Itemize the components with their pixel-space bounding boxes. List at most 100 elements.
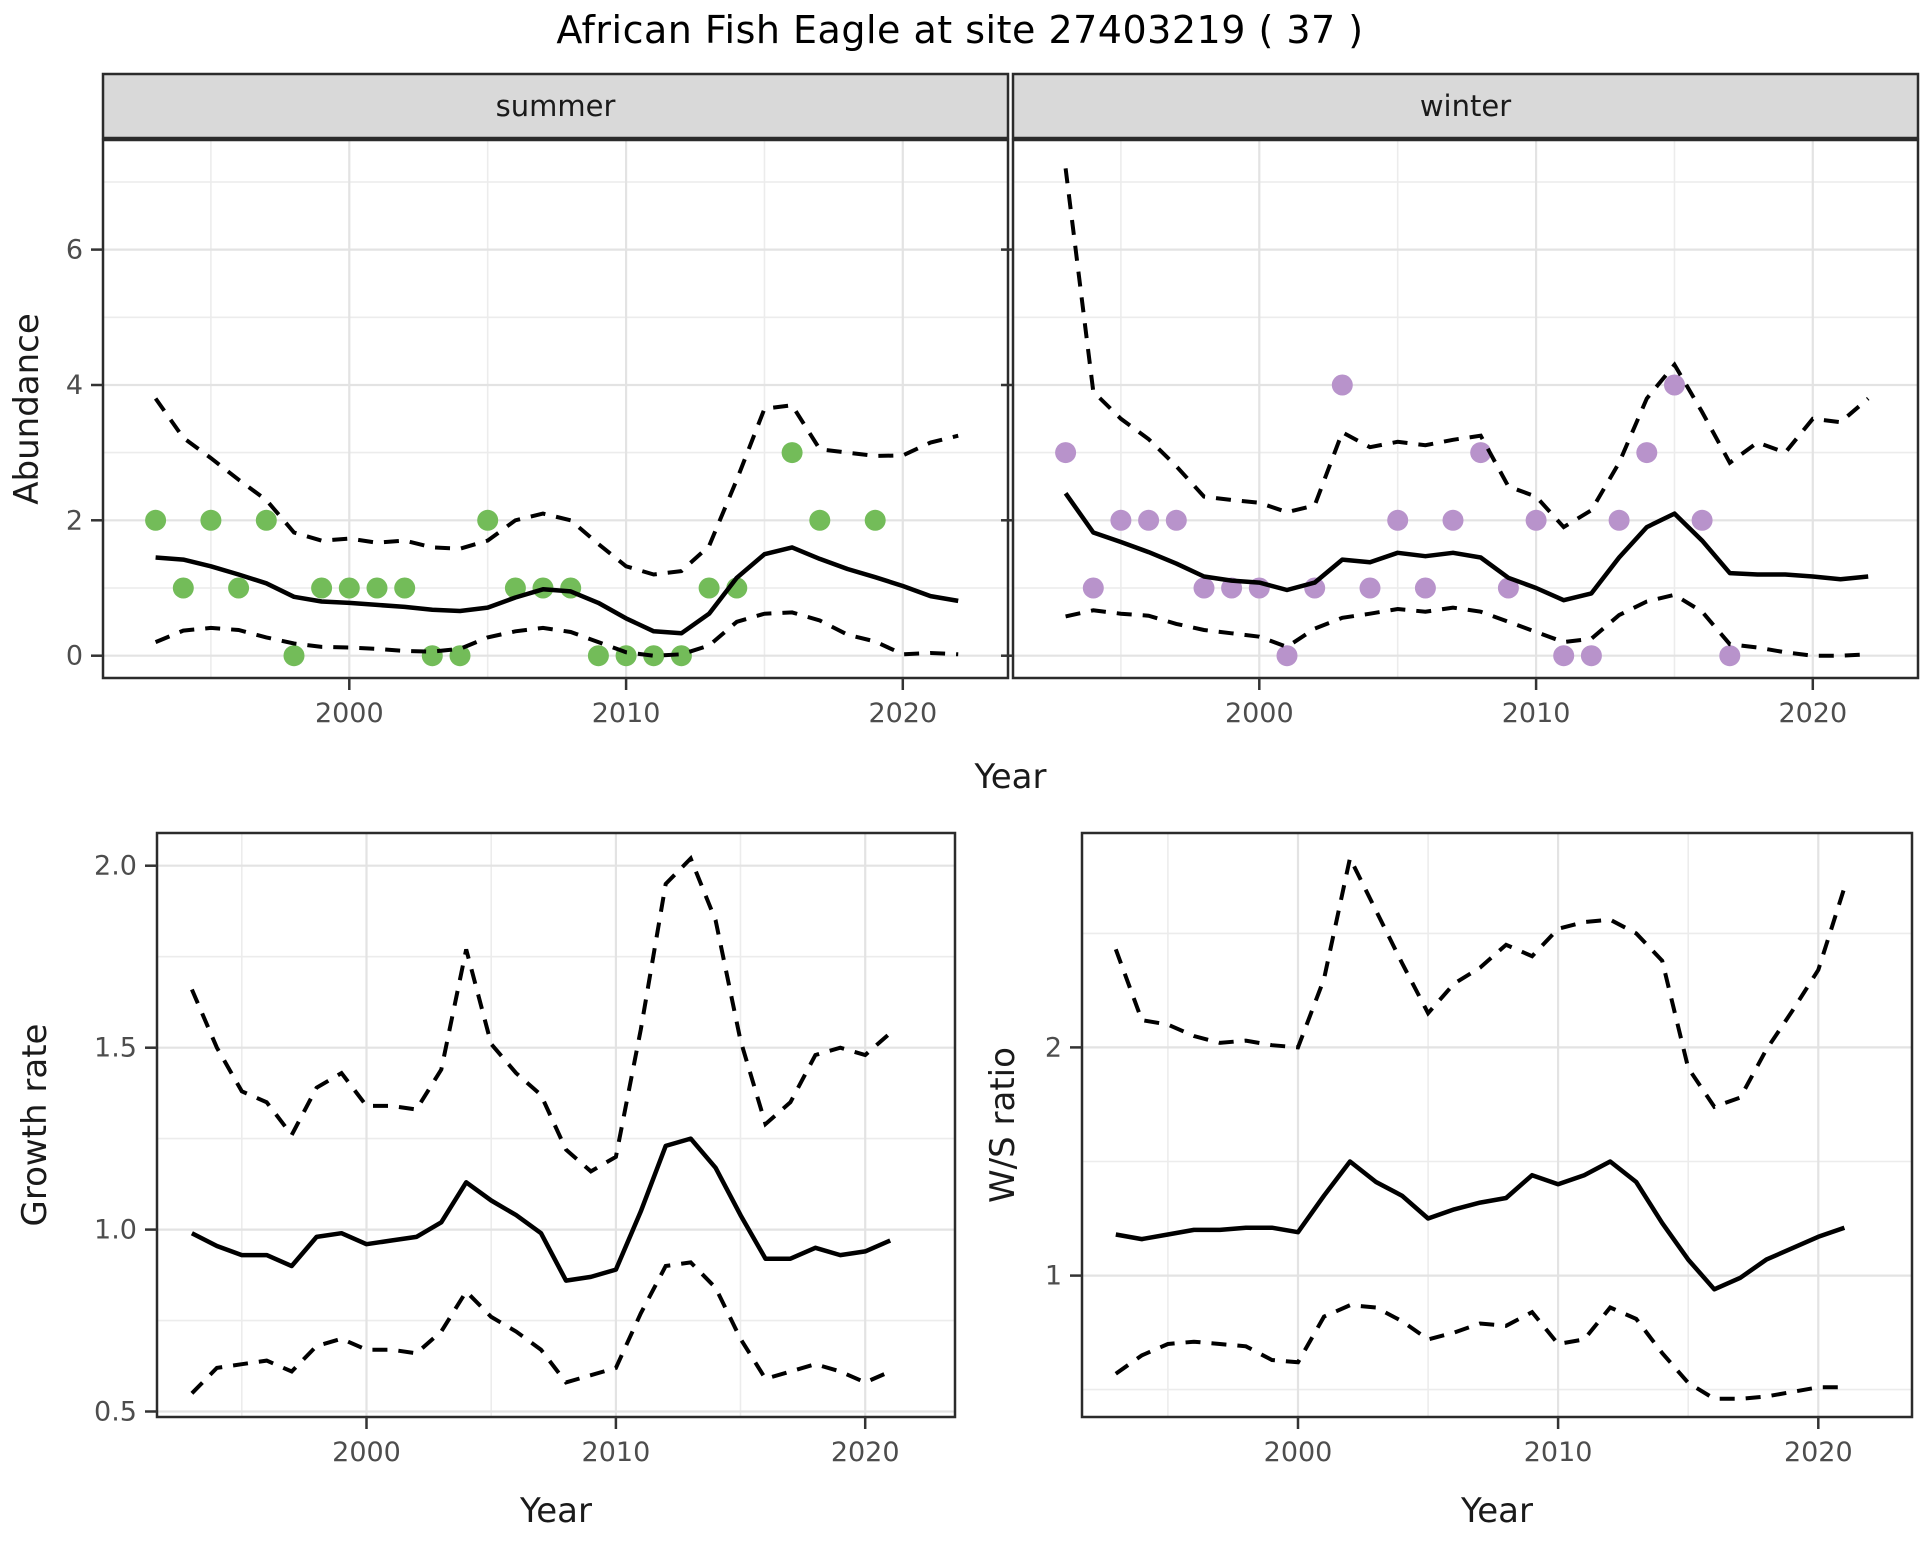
- ci-lower-line: [1114, 1303, 1845, 1401]
- data-point: [1442, 509, 1464, 531]
- x-tick-label: 2010: [1502, 698, 1571, 729]
- x-tick-label: 2020: [1778, 698, 1847, 729]
- data-point: [1110, 509, 1132, 531]
- y-tick-label: 6: [66, 235, 83, 266]
- data-point: [1691, 509, 1713, 531]
- x-tick-label: 2010: [582, 1437, 651, 1468]
- data-point: [421, 645, 443, 667]
- data-point: [1193, 577, 1215, 599]
- facet-strip-label: summer: [496, 89, 616, 123]
- panel-background: [1082, 833, 1912, 1417]
- y-tick-label: 2: [1045, 1032, 1062, 1063]
- top-y-axis-title: Abundance: [7, 313, 47, 505]
- ci-upper-line: [1113, 852, 1847, 1110]
- gridlines: [157, 833, 955, 1417]
- panel-background: [1013, 140, 1918, 678]
- data-point: [1497, 577, 1519, 599]
- panel-border: [1080, 831, 1914, 1419]
- trend-line: [155, 545, 959, 636]
- gridlines: [1082, 833, 1912, 1417]
- y-tick-label: 1.0: [94, 1215, 137, 1246]
- data-point: [1719, 645, 1741, 667]
- x-tick-label: 2020: [831, 1437, 900, 1468]
- data-point: [587, 645, 609, 667]
- data-point: [781, 442, 803, 464]
- data-point: [200, 509, 222, 531]
- x-tick-label: 2020: [868, 698, 937, 729]
- ci-lower-line: [190, 1260, 891, 1395]
- trend-line: [1063, 492, 1869, 603]
- y-tick-label: 0: [66, 641, 83, 672]
- data-point: [1082, 577, 1104, 599]
- data-point: [698, 577, 720, 599]
- data-point: [366, 577, 388, 599]
- data-point: [1331, 374, 1353, 396]
- ci-lower-line: [154, 610, 959, 658]
- data-point: [255, 509, 277, 531]
- data-point: [1636, 442, 1658, 464]
- x-axis-title: Year: [1460, 1491, 1533, 1531]
- x-tick-label: 2000: [1264, 1437, 1333, 1468]
- y-tick-label: 1: [1045, 1261, 1062, 1292]
- y-tick-label: 1.5: [94, 1033, 137, 1064]
- x-tick-label: 2000: [332, 1437, 401, 1468]
- x-tick-label: 2010: [592, 698, 661, 729]
- axis-ticks: 2000 2010 2020 0.5 1.0 1.5 2.0: [94, 851, 900, 1468]
- data-point: [1359, 577, 1381, 599]
- y-tick-label: 4: [66, 370, 83, 401]
- facet-strip-label: winter: [1420, 89, 1511, 123]
- y-axis-title: W/S ratio: [983, 1047, 1023, 1203]
- data-point: [1664, 374, 1685, 396]
- x-tick-label: 2010: [1524, 1437, 1593, 1468]
- facet-strip: [101, 72, 1010, 140]
- y-tick-label: 0.5: [94, 1397, 137, 1428]
- x-tick-label: 2020: [1784, 1437, 1853, 1468]
- chart-title: African Fish Eagle at site 27403219 ( 37…: [556, 8, 1364, 52]
- panel-abundance-winter: 2000 2010 2020 winter: [1001, 72, 1920, 729]
- data-point: [228, 577, 250, 599]
- data-point: [809, 509, 831, 531]
- data-point: [1470, 442, 1492, 464]
- facet-strip: [1011, 72, 1920, 140]
- data-point: [864, 509, 886, 531]
- data-point: [1414, 577, 1436, 599]
- data-point: [1387, 509, 1409, 531]
- y-tick-label: 2.0: [94, 851, 137, 882]
- data-point: [172, 577, 194, 599]
- trend-line: [1115, 1159, 1846, 1292]
- x-tick-label: 2000: [1225, 698, 1294, 729]
- ci-upper-line: [1063, 168, 1870, 530]
- data-point: [1608, 509, 1630, 531]
- data-point: [449, 645, 471, 667]
- x-axis-title: Year: [519, 1491, 592, 1531]
- ci-lower-line: [1065, 592, 1869, 658]
- ci-upper-line: [153, 397, 959, 577]
- data-point: [145, 509, 167, 531]
- observation-points: [1055, 374, 1741, 667]
- panel-ws-ratio: 2000 2010 2020 1 2 W/S ratio Year: [983, 831, 1914, 1531]
- data-point: [504, 577, 526, 599]
- y-axis-title: Growth rate: [15, 1024, 55, 1227]
- panel-border: [101, 138, 1010, 680]
- data-point: [1165, 509, 1187, 531]
- observation-points: [145, 442, 886, 667]
- data-point: [1055, 442, 1077, 464]
- data-point: [670, 645, 692, 667]
- trend-line: [190, 1136, 892, 1283]
- ci-upper-line: [190, 854, 892, 1174]
- data-point: [1525, 509, 1547, 531]
- data-point: [1580, 645, 1602, 667]
- data-point: [283, 645, 305, 667]
- panel-border: [1011, 138, 1920, 680]
- axis-ticks: 2000 2010 2020 0 2 4 6: [66, 235, 937, 729]
- panel-border: [155, 831, 957, 1419]
- gridlines: [103, 140, 1008, 678]
- panel-growth-rate: 2000 2010 2020 0.5 1.0 1.5 2.0 Growth rate Year: [15, 831, 957, 1531]
- panel-abundance-summer: 2000 2010 2020 0 2 4 6 summer: [66, 72, 1010, 729]
- data-point: [1276, 645, 1298, 667]
- data-point: [1138, 509, 1160, 531]
- data-point: [477, 509, 499, 531]
- data-point: [394, 577, 416, 599]
- data-point: [643, 645, 665, 667]
